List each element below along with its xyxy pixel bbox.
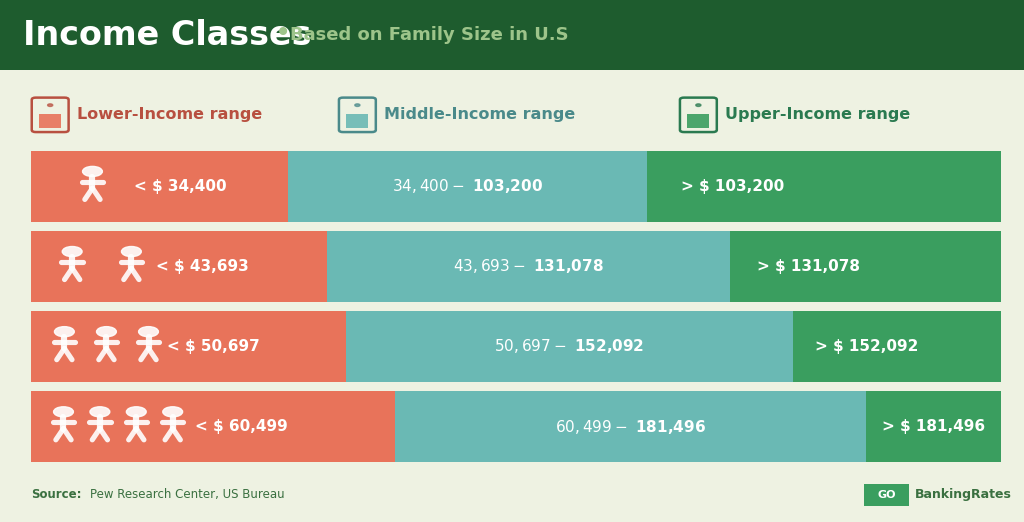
Circle shape xyxy=(53,407,74,417)
FancyBboxPatch shape xyxy=(687,114,710,128)
Text: Lower-Income range: Lower-Income range xyxy=(77,108,262,122)
Circle shape xyxy=(163,407,182,417)
FancyBboxPatch shape xyxy=(394,392,865,462)
Text: Middle-Income range: Middle-Income range xyxy=(384,108,575,122)
Text: $34,400 - $ 103,200: $34,400 - $ 103,200 xyxy=(392,177,543,195)
Text: •: • xyxy=(274,19,291,46)
Text: BankingRates: BankingRates xyxy=(914,488,1012,501)
Text: Income Classes: Income Classes xyxy=(23,19,311,52)
FancyBboxPatch shape xyxy=(31,392,394,462)
Text: < $ 60,499: < $ 60,499 xyxy=(196,419,288,434)
Circle shape xyxy=(126,407,146,417)
FancyBboxPatch shape xyxy=(793,311,1001,382)
Text: > $ 131,078: > $ 131,078 xyxy=(757,259,859,274)
Text: Source:: Source: xyxy=(31,488,81,501)
FancyBboxPatch shape xyxy=(647,151,1001,222)
FancyBboxPatch shape xyxy=(288,151,647,222)
Circle shape xyxy=(83,167,102,176)
FancyBboxPatch shape xyxy=(31,231,327,302)
Text: < $ 43,693: < $ 43,693 xyxy=(156,259,249,274)
Text: $ 50,697 - $ 152,092: $ 50,697 - $ 152,092 xyxy=(495,338,645,355)
Circle shape xyxy=(354,104,360,106)
Text: > $ 181,496: > $ 181,496 xyxy=(882,419,985,434)
FancyBboxPatch shape xyxy=(346,114,369,128)
FancyBboxPatch shape xyxy=(0,0,1024,70)
Text: Pew Research Center, US Bureau: Pew Research Center, US Bureau xyxy=(90,488,285,501)
Circle shape xyxy=(47,104,53,106)
Circle shape xyxy=(62,246,82,257)
Circle shape xyxy=(122,246,141,257)
Text: Based on Family Size in U.S: Based on Family Size in U.S xyxy=(290,26,568,44)
FancyBboxPatch shape xyxy=(31,311,346,382)
FancyBboxPatch shape xyxy=(31,151,288,222)
FancyBboxPatch shape xyxy=(730,231,1001,302)
FancyBboxPatch shape xyxy=(327,231,730,302)
FancyBboxPatch shape xyxy=(865,392,1001,462)
Text: Upper-Income range: Upper-Income range xyxy=(725,108,910,122)
Circle shape xyxy=(695,104,701,106)
Text: < $ 34,400: < $ 34,400 xyxy=(133,179,226,194)
Text: $43,693 - $ 131,078: $43,693 - $ 131,078 xyxy=(453,257,604,275)
FancyBboxPatch shape xyxy=(864,484,909,506)
Circle shape xyxy=(90,407,110,417)
Text: > $ 152,092: > $ 152,092 xyxy=(814,339,918,354)
Text: > $ 103,200: > $ 103,200 xyxy=(681,179,783,194)
Circle shape xyxy=(54,327,75,337)
Circle shape xyxy=(138,327,159,337)
FancyBboxPatch shape xyxy=(346,311,793,382)
Text: < $ 50,697: < $ 50,697 xyxy=(167,339,260,354)
FancyBboxPatch shape xyxy=(39,114,61,128)
Text: $ 60,499 - $ 181,496: $ 60,499 - $ 181,496 xyxy=(555,418,706,435)
Text: GO: GO xyxy=(878,490,896,500)
Circle shape xyxy=(96,327,117,337)
